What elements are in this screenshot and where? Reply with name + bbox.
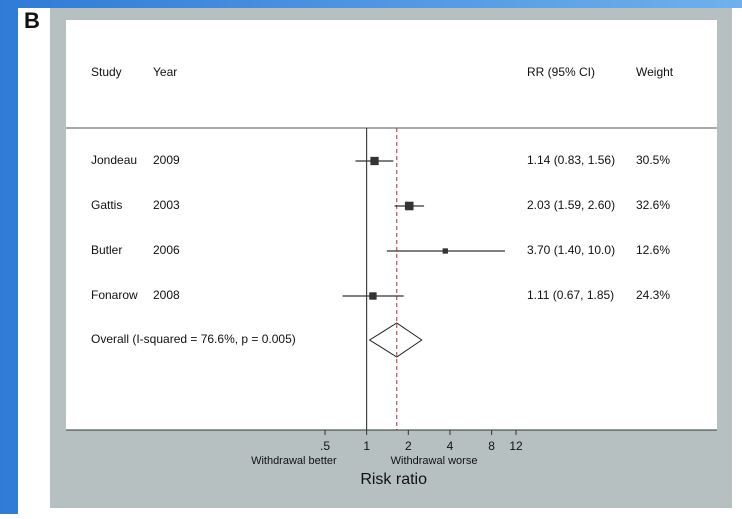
x-tick-label: 4 bbox=[447, 439, 454, 453]
x-tick-label: 8 bbox=[488, 439, 495, 453]
weight-label: 24.3% bbox=[636, 288, 670, 302]
x-axis-label: Risk ratio bbox=[360, 471, 427, 488]
rr-ci-label: 3.70 (1.40, 10.0) bbox=[527, 243, 615, 257]
study-name: Fonarow bbox=[91, 288, 138, 302]
study-name: Jondeau bbox=[91, 153, 137, 167]
weight-label: 30.5% bbox=[636, 153, 670, 167]
study-year: 2006 bbox=[153, 243, 180, 257]
study-name: Butler bbox=[91, 243, 122, 257]
rr-ci-label: 2.03 (1.59, 2.60) bbox=[527, 198, 615, 212]
point-estimate bbox=[369, 292, 377, 300]
x-tick-label: .5 bbox=[320, 439, 330, 453]
column-header: Study bbox=[91, 65, 122, 79]
x-tick-label: 2 bbox=[405, 439, 412, 453]
study-year: 2008 bbox=[153, 288, 180, 302]
weight-label: 32.6% bbox=[636, 198, 670, 212]
panel-label: B bbox=[24, 8, 40, 33]
rr-ci-label: 1.11 (0.67, 1.85) bbox=[527, 288, 614, 302]
x-annotation: Withdrawal worse bbox=[391, 455, 478, 467]
study-name: Gattis bbox=[91, 198, 122, 212]
rr-ci-label: 1.14 (0.83, 1.56) bbox=[527, 153, 615, 167]
x-annotation: Withdrawal better bbox=[251, 455, 337, 467]
study-year: 2003 bbox=[153, 198, 180, 212]
x-tick-label: 1 bbox=[363, 439, 370, 453]
overall-diamond bbox=[368, 322, 423, 358]
point-estimate bbox=[370, 156, 379, 166]
study-year: 2009 bbox=[153, 153, 180, 167]
point-estimate bbox=[442, 248, 448, 254]
x-tick-label: 12 bbox=[509, 439, 523, 453]
column-header: Weight bbox=[636, 65, 674, 79]
weight-label: 12.6% bbox=[636, 243, 670, 257]
overall-label: Overall (I-squared = 76.6%, p = 0.005) bbox=[91, 332, 296, 346]
column-header: RR (95% CI) bbox=[527, 65, 595, 79]
point-estimate bbox=[404, 201, 414, 211]
column-header: Year bbox=[153, 65, 177, 79]
plot-area bbox=[66, 20, 717, 430]
